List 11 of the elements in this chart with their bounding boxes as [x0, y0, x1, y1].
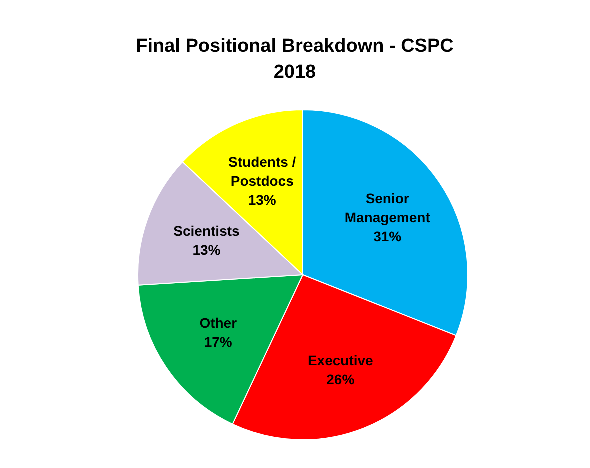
data-label: 17% — [204, 334, 233, 350]
slice-label: Executive — [308, 352, 374, 369]
slice-label: Senior Management — [344, 190, 431, 226]
data-label: 13% — [192, 242, 222, 258]
slice-label: Scientists — [174, 222, 240, 239]
chart-title: Final Positional Breakdown - CSPC 2018 — [135, 35, 455, 85]
slice-label: Students / Postdocs — [228, 154, 296, 190]
data-label: 26% — [326, 372, 356, 388]
data-label: 13% — [248, 192, 277, 208]
slice-label: Other — [200, 315, 238, 331]
data-label: 31% — [374, 228, 402, 244]
